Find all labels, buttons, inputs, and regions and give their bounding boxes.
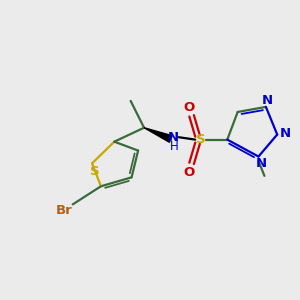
Text: N: N [168,131,179,144]
Text: O: O [183,166,194,179]
Text: O: O [183,101,194,114]
Text: N: N [256,158,267,170]
Text: S: S [196,133,205,146]
Text: Br: Br [56,204,72,218]
Text: H: H [169,140,178,153]
Text: S: S [90,165,99,178]
Text: N: N [280,127,291,140]
Text: N: N [262,94,273,107]
Polygon shape [144,128,172,142]
